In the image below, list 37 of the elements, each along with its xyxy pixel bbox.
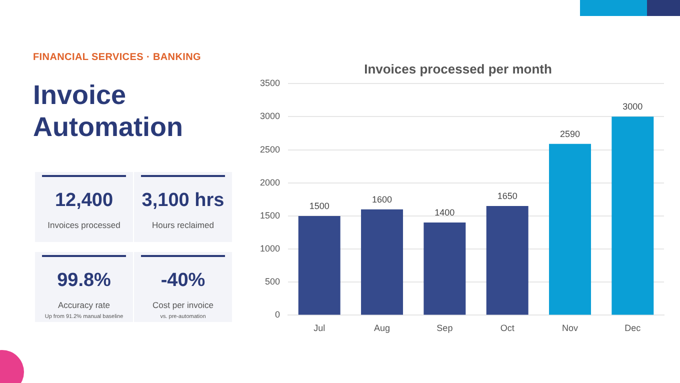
- data-label: 3000: [622, 102, 643, 112]
- bar: [298, 216, 340, 315]
- text: Invoices processed: [46, 220, 122, 230]
- data-label: 2590: [560, 128, 580, 139]
- text: 12,400: [54, 190, 114, 212]
- bar: [486, 206, 528, 315]
- y-tick-label: 2000: [260, 177, 280, 188]
- x-tick-label: Sep: [436, 323, 453, 334]
- bar: [424, 222, 466, 315]
- y-tick-label: 1000: [260, 244, 280, 254]
- y-tick-label: 3500: [260, 78, 280, 88]
- x-tick-label: Oct: [500, 323, 515, 334]
- bar: [361, 209, 404, 315]
- text: 99.8%: [56, 270, 112, 292]
- text: -40%: [160, 270, 206, 292]
- x-tick-label: Jul: [314, 323, 326, 334]
- bar: [549, 144, 591, 315]
- data-label: 1500: [309, 200, 330, 211]
- data-label: 1400: [434, 208, 455, 218]
- chart-title: Invoices processed per month: [364, 61, 552, 76]
- y-tick-label: 0: [275, 310, 280, 320]
- y-tick-label: 500: [264, 276, 280, 287]
- y-tick-label: 2500: [260, 144, 280, 154]
- x-tick-label: Dec: [624, 323, 642, 334]
- text: Accuracy rate: [57, 300, 111, 310]
- y-tick-label: 3000: [260, 111, 280, 122]
- text: 3,100 hrs: [140, 190, 226, 212]
- data-label: 1650: [497, 191, 518, 201]
- y-tick-label: 1500: [260, 210, 280, 220]
- text: Hours reclaimed: [151, 220, 215, 230]
- data-label: 1600: [372, 194, 392, 204]
- text: FINANCIAL SERVICES · BANKING: [33, 52, 202, 63]
- text: Invoice Automation: [33, 79, 184, 143]
- text: Cost per invoice: [152, 300, 214, 310]
- bar: [612, 116, 654, 315]
- x-tick-label: Aug: [374, 323, 390, 334]
- x-tick-label: Nov: [562, 323, 578, 334]
